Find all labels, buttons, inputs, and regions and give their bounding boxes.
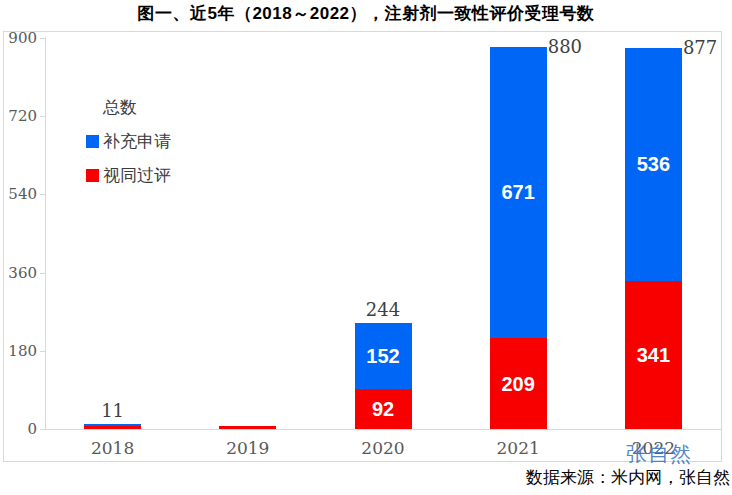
source-note: 数据来源：米内网，张自然 — [526, 466, 730, 489]
y-tick-label: 900 — [4, 29, 37, 47]
bar-value-label: 341 — [625, 343, 682, 367]
legend-item-total: 总数 — [86, 90, 171, 124]
bar-value-label: 536 — [625, 152, 682, 176]
y-tick-mark — [40, 429, 45, 430]
bar-total-label: 11 — [73, 400, 153, 422]
y-tick-mark — [40, 273, 45, 274]
x-axis-label-2018: 2018 — [73, 437, 153, 459]
legend-swatch-supplement-blue — [86, 135, 99, 148]
y-axis-line — [45, 37, 46, 429]
bar-value-label: 209 — [490, 372, 547, 396]
y-tick-label: 180 — [4, 342, 37, 360]
x-axis-label-2019: 2019 — [208, 437, 288, 459]
bar-value-label: 671 — [490, 180, 547, 204]
y-tick-mark — [40, 116, 45, 117]
y-tick-mark — [40, 38, 45, 39]
x-axis-line — [45, 429, 721, 430]
bar-total-label: 877 — [683, 37, 727, 59]
legend-label-deemed: 视同过评 — [103, 164, 171, 187]
x-axis-label-2020: 2020 — [343, 437, 423, 459]
legend-item-deemed-passed: 视同过评 — [86, 158, 171, 192]
legend-label-total: 总数 — [103, 96, 137, 119]
chart-page: 图一、近5年（2018～2022），注射剂一致性评价受理号数 0 180 360 54… — [0, 0, 732, 495]
y-tick-label: 0 — [4, 420, 37, 438]
legend-label-supplement: 补充申请 — [103, 130, 171, 153]
bar-segment-视同过评-2019 — [219, 426, 276, 429]
chart-title: 图一、近5年（2018～2022），注射剂一致性评价受理号数 — [0, 2, 732, 25]
bar-total-label: 244 — [343, 299, 423, 321]
bar-value-label: 92 — [355, 397, 412, 421]
watermark-text: 张自然 — [626, 440, 692, 468]
bar-value-label: 152 — [355, 344, 412, 368]
bar-total-label: 880 — [548, 36, 592, 58]
y-tick-label: 720 — [4, 107, 37, 125]
bar-segment-补充申请-2018 — [84, 424, 141, 425]
legend-swatch-deemed-red — [86, 169, 99, 182]
x-axis-label-2021: 2021 — [478, 437, 558, 459]
legend: 总数 补充申请 视同过评 — [86, 90, 171, 192]
y-tick-mark — [40, 351, 45, 352]
y-tick-label: 360 — [4, 264, 37, 282]
y-tick-label: 540 — [4, 185, 37, 203]
y-tick-mark — [40, 194, 45, 195]
legend-item-supplement: 补充申请 — [86, 124, 171, 158]
bar-segment-视同过评-2018 — [84, 426, 141, 429]
